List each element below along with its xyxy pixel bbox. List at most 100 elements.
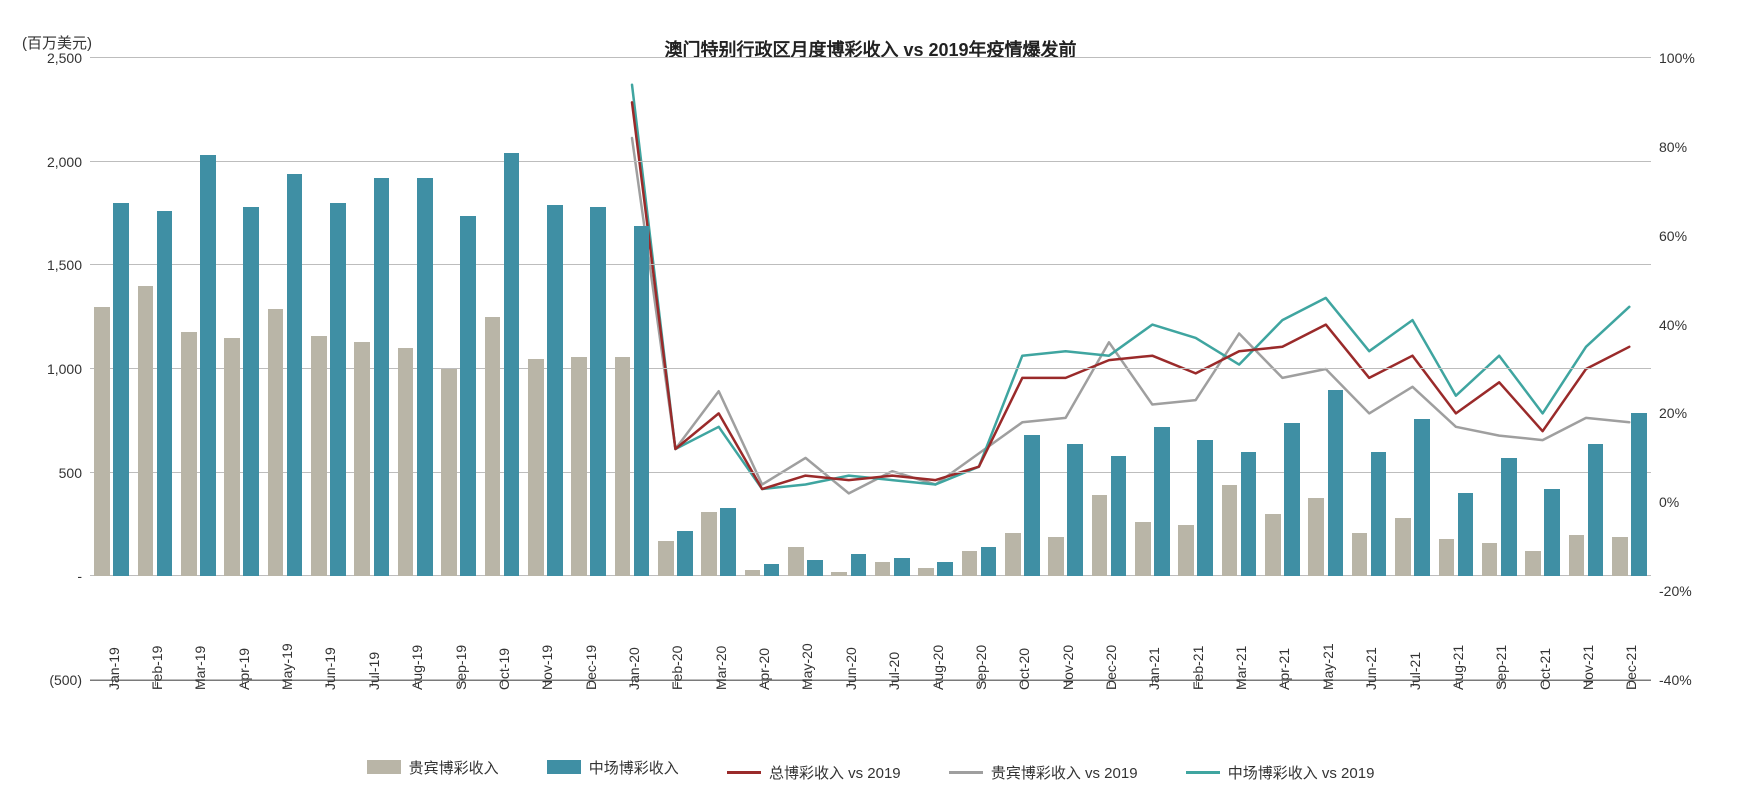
- x-tick-label: Sep-21: [1493, 645, 1509, 690]
- bar-mass: [1328, 390, 1344, 577]
- x-tick-label: Feb-20: [669, 646, 685, 690]
- x-tick-label: Jul-20: [886, 652, 902, 690]
- category-slot: Jun-21: [1347, 58, 1390, 680]
- bar-vip: [615, 357, 631, 577]
- category-slot: Nov-19: [524, 58, 567, 680]
- category-slot: Sep-19: [437, 58, 480, 680]
- category-slot: Jun-20: [827, 58, 870, 680]
- bar-mass: [504, 153, 520, 576]
- bar-vip: [1265, 514, 1281, 576]
- x-tick-label: Mar-20: [713, 646, 729, 690]
- bar-mass: [720, 508, 736, 576]
- y-left-tick-label: 500: [59, 465, 90, 481]
- legend-item-vip-bar: 贵宾博彩收入: [367, 757, 499, 778]
- bar-vip: [528, 359, 544, 577]
- x-tick-label: Apr-19: [236, 648, 252, 690]
- category-slot: Oct-19: [480, 58, 523, 680]
- y-right-tick-label: 80%: [1651, 139, 1687, 155]
- bar-vip: [831, 572, 847, 576]
- legend-item-total-line: 总博彩收入 vs 2019: [727, 762, 901, 783]
- legend-swatch-line-icon: [1186, 771, 1220, 774]
- bar-vip: [1048, 537, 1064, 576]
- bar-mass: [1631, 413, 1647, 577]
- y-left-tick-label: 2,000: [47, 154, 90, 170]
- x-tick-label: Aug-19: [409, 645, 425, 690]
- x-tick-label: Sep-19: [453, 645, 469, 690]
- bar-mass: [1197, 440, 1213, 577]
- bar-mass: [417, 178, 433, 576]
- bar-vip: [441, 369, 457, 576]
- legend-label: 中场博彩收入 vs 2019: [1228, 762, 1375, 783]
- x-tick-label: Dec-20: [1103, 645, 1119, 690]
- category-slot: Dec-20: [1087, 58, 1130, 680]
- bar-vip: [354, 342, 370, 576]
- bar-mass: [460, 216, 476, 577]
- x-tick-label: Jul-19: [366, 652, 382, 690]
- x-tick-label: Jan-21: [1146, 647, 1162, 690]
- x-tick-label: Mar-19: [192, 646, 208, 690]
- category-slot: Feb-19: [133, 58, 176, 680]
- bar-mass: [1067, 444, 1083, 577]
- bar-vip: [1222, 485, 1238, 576]
- legend-swatch-line-icon: [949, 771, 983, 774]
- x-tick-label: Dec-21: [1623, 645, 1639, 690]
- y-right-tick-label: 20%: [1651, 405, 1687, 421]
- bar-vip: [1308, 498, 1324, 577]
- bar-mass: [287, 174, 303, 576]
- bar-vip: [268, 309, 284, 576]
- bar-mass: [243, 207, 259, 576]
- bar-mass: [374, 178, 390, 576]
- category-slot: Sep-20: [957, 58, 1000, 680]
- y-right-tick-label: 0%: [1651, 494, 1679, 510]
- bar-vip: [181, 332, 197, 577]
- bar-mass: [764, 564, 780, 576]
- bar-vip: [701, 512, 717, 576]
- bar-vip: [918, 568, 934, 576]
- x-tick-label: May-20: [799, 643, 815, 690]
- legend-swatch-bar-icon: [547, 760, 581, 774]
- x-tick-label: Apr-20: [756, 648, 772, 690]
- bar-vip: [745, 570, 761, 576]
- category-slot: Mar-20: [697, 58, 740, 680]
- bar-vip: [1612, 537, 1628, 576]
- bar-mass: [677, 531, 693, 577]
- bar-mass: [1544, 489, 1560, 576]
- y-left-tick-label: 1,000: [47, 361, 90, 377]
- legend-label: 总博彩收入 vs 2019: [769, 762, 901, 783]
- bar-vip: [1395, 518, 1411, 576]
- category-slot: May-21: [1304, 58, 1347, 680]
- bar-mass: [851, 554, 867, 577]
- y-right-tick-label: 40%: [1651, 317, 1687, 333]
- macau-ggr-chart: (百万美元) 澳门特别行政区月度博彩收入 vs 2019年疫情爆发前 (500)…: [0, 0, 1741, 801]
- x-tick-label: Oct-19: [496, 648, 512, 690]
- x-tick-label: May-19: [279, 643, 295, 690]
- bar-mass: [1588, 444, 1604, 577]
- bar-vip: [224, 338, 240, 576]
- bar-mass: [1111, 456, 1127, 576]
- bar-mass: [937, 562, 953, 577]
- x-tick-label: Apr-21: [1276, 648, 1292, 690]
- category-slot: Apr-20: [740, 58, 783, 680]
- x-tick-label: Aug-20: [930, 645, 946, 690]
- bar-vip: [788, 547, 804, 576]
- category-slot: Feb-20: [654, 58, 697, 680]
- bar-mass: [1501, 458, 1517, 576]
- x-tick-label: Feb-19: [149, 646, 165, 690]
- legend-swatch-bar-icon: [367, 760, 401, 774]
- bar-vip: [1005, 533, 1021, 577]
- y-left-tick-label: (500): [49, 672, 90, 688]
- bar-mass: [157, 211, 173, 576]
- bar-vip: [875, 562, 891, 577]
- y-right-tick-label: 60%: [1651, 228, 1687, 244]
- bar-vip: [962, 551, 978, 576]
- category-slot: May-20: [784, 58, 827, 680]
- bar-vip: [1092, 495, 1108, 576]
- x-tick-label: Dec-19: [583, 645, 599, 690]
- legend: 贵宾博彩收入 中场博彩收入 总博彩收入 vs 2019 贵宾博彩收入 vs 20…: [0, 757, 1741, 784]
- category-slot: Nov-21: [1564, 58, 1607, 680]
- y-right-tick-label: -20%: [1651, 583, 1692, 599]
- legend-item-vip-line: 贵宾博彩收入 vs 2019: [949, 762, 1138, 783]
- y-right-tick-label: -40%: [1651, 672, 1692, 688]
- category-slot: Nov-20: [1044, 58, 1087, 680]
- bar-mass: [1154, 427, 1170, 576]
